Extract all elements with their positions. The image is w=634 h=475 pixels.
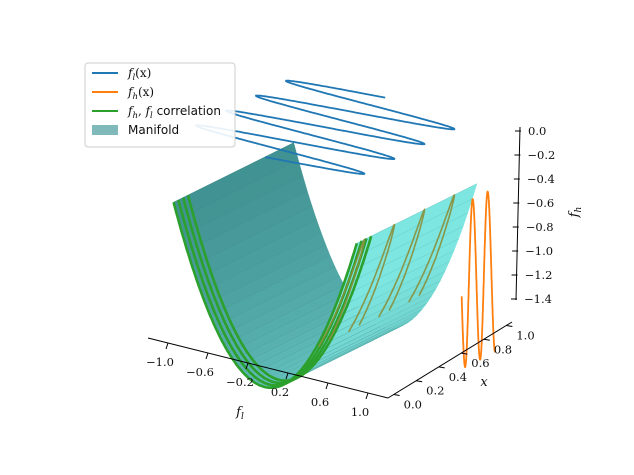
manifold-mesh-line (251, 320, 372, 381)
manifold-mesh-line (182, 175, 303, 236)
x-tick-label: −0.2 (226, 375, 254, 389)
z-axis-label: fh (567, 207, 584, 219)
manifold-mesh-line (269, 327, 390, 388)
manifold-mesh-line (306, 303, 427, 364)
manifold-mesh-line (246, 316, 367, 377)
y-tick (506, 324, 513, 327)
legend-label: fh, fl correlation (127, 104, 221, 121)
y-tick (483, 338, 490, 341)
manifold-mesh-line (214, 266, 335, 327)
legend-label: Manifold (128, 123, 179, 137)
y-tick-label: 1.0 (516, 328, 534, 342)
y-axis-x-line (387, 321, 513, 399)
x-tick-label: 0.6 (311, 395, 329, 409)
legend-box (84, 62, 236, 148)
manifold-mesh-line (265, 327, 386, 388)
y-tick-label: 0.2 (426, 384, 444, 398)
manifold-mesh-line (187, 191, 308, 252)
y-tick (393, 394, 400, 397)
x-tick (285, 372, 289, 380)
manifold-mesh-line (242, 311, 363, 372)
x-tick-label: 1.0 (351, 405, 369, 419)
manifold-surface (173, 142, 478, 389)
manifold-mesh-line (178, 159, 299, 220)
x-tick (245, 362, 249, 370)
x-tick-label: −0.6 (186, 365, 214, 379)
series-correlation-line (181, 197, 368, 385)
manifold-curve-line (408, 194, 456, 303)
z-tick-label: −0.6 (526, 196, 554, 210)
y-tick (416, 380, 423, 383)
y-tick (438, 366, 445, 369)
manifold-curve-line (348, 223, 396, 333)
manifold-mesh-line (320, 280, 441, 341)
series-correlation-line (172, 201, 359, 390)
manifold-mesh-line (315, 288, 436, 349)
x-tick (205, 352, 209, 360)
manifold-mesh-line (196, 219, 317, 280)
manifold-mesh-line (223, 284, 345, 345)
manifold-mesh-line (210, 255, 331, 316)
z-tick-label: 0.0 (528, 124, 546, 138)
y-tick-label: 0.4 (449, 370, 467, 384)
manifold-curve-line (378, 207, 426, 318)
x-tick (165, 342, 169, 350)
manifold-mesh-line (173, 142, 294, 203)
z-tick-label: −1.4 (524, 292, 552, 306)
manifold-mesh-line (200, 232, 322, 293)
manifold-mesh-line (356, 183, 477, 244)
series-fh-x-line (460, 190, 496, 369)
manifold-mesh-line (310, 296, 432, 357)
manifold-mesh-line (228, 292, 349, 353)
series-correlation-line (177, 199, 363, 387)
z-tick-label: −0.8 (526, 220, 554, 234)
manifold-mesh-line (205, 244, 326, 305)
manifold-mesh-line (191, 205, 313, 266)
y-tick-label: 0.8 (494, 342, 512, 356)
z-tick-label: −0.4 (527, 172, 555, 186)
z-axis-fh-line (515, 126, 521, 301)
x-tick (325, 382, 329, 390)
y-tick (461, 352, 468, 355)
x-tick-label: −1.0 (146, 355, 174, 369)
series-correlation-line (186, 194, 373, 382)
x-axis-fl-line (147, 337, 389, 399)
y-tick-label: 0.0 (404, 398, 422, 412)
z-tick-label: −1.2 (525, 268, 553, 282)
manifold-mesh-line (297, 314, 418, 375)
manifold-mesh-line (324, 271, 445, 332)
x-tick (365, 392, 369, 400)
manifold-mesh-line (301, 309, 422, 370)
legend-swatch (92, 125, 118, 135)
axes: −1.0 −0.6 −0.2 0.2 0.6 1.0 fl 0.0 0.2 0.4 0.6 0.8 1.… (146, 124, 584, 422)
z-tick-label: −0.2 (527, 148, 555, 162)
manifold-mesh-line (352, 198, 473, 259)
z-tick-label: −1.0 (525, 244, 553, 258)
manifold-mesh-line (329, 261, 450, 322)
manifold-curve-line (318, 238, 366, 348)
x-axis-label: fl (235, 405, 244, 422)
x-tick-label: 0.2 (271, 385, 289, 399)
legend-label: fh(x) (127, 85, 154, 102)
manifold-mesh-line (292, 318, 413, 379)
legend-label: fl(x) (127, 66, 151, 83)
y-axis-label: x (480, 375, 488, 390)
y-tick-label: 0.6 (471, 356, 489, 370)
manifold-mesh-line (219, 276, 340, 336)
legend: fl(x) fh(x) fh, fl correlation Manifold (84, 62, 236, 148)
